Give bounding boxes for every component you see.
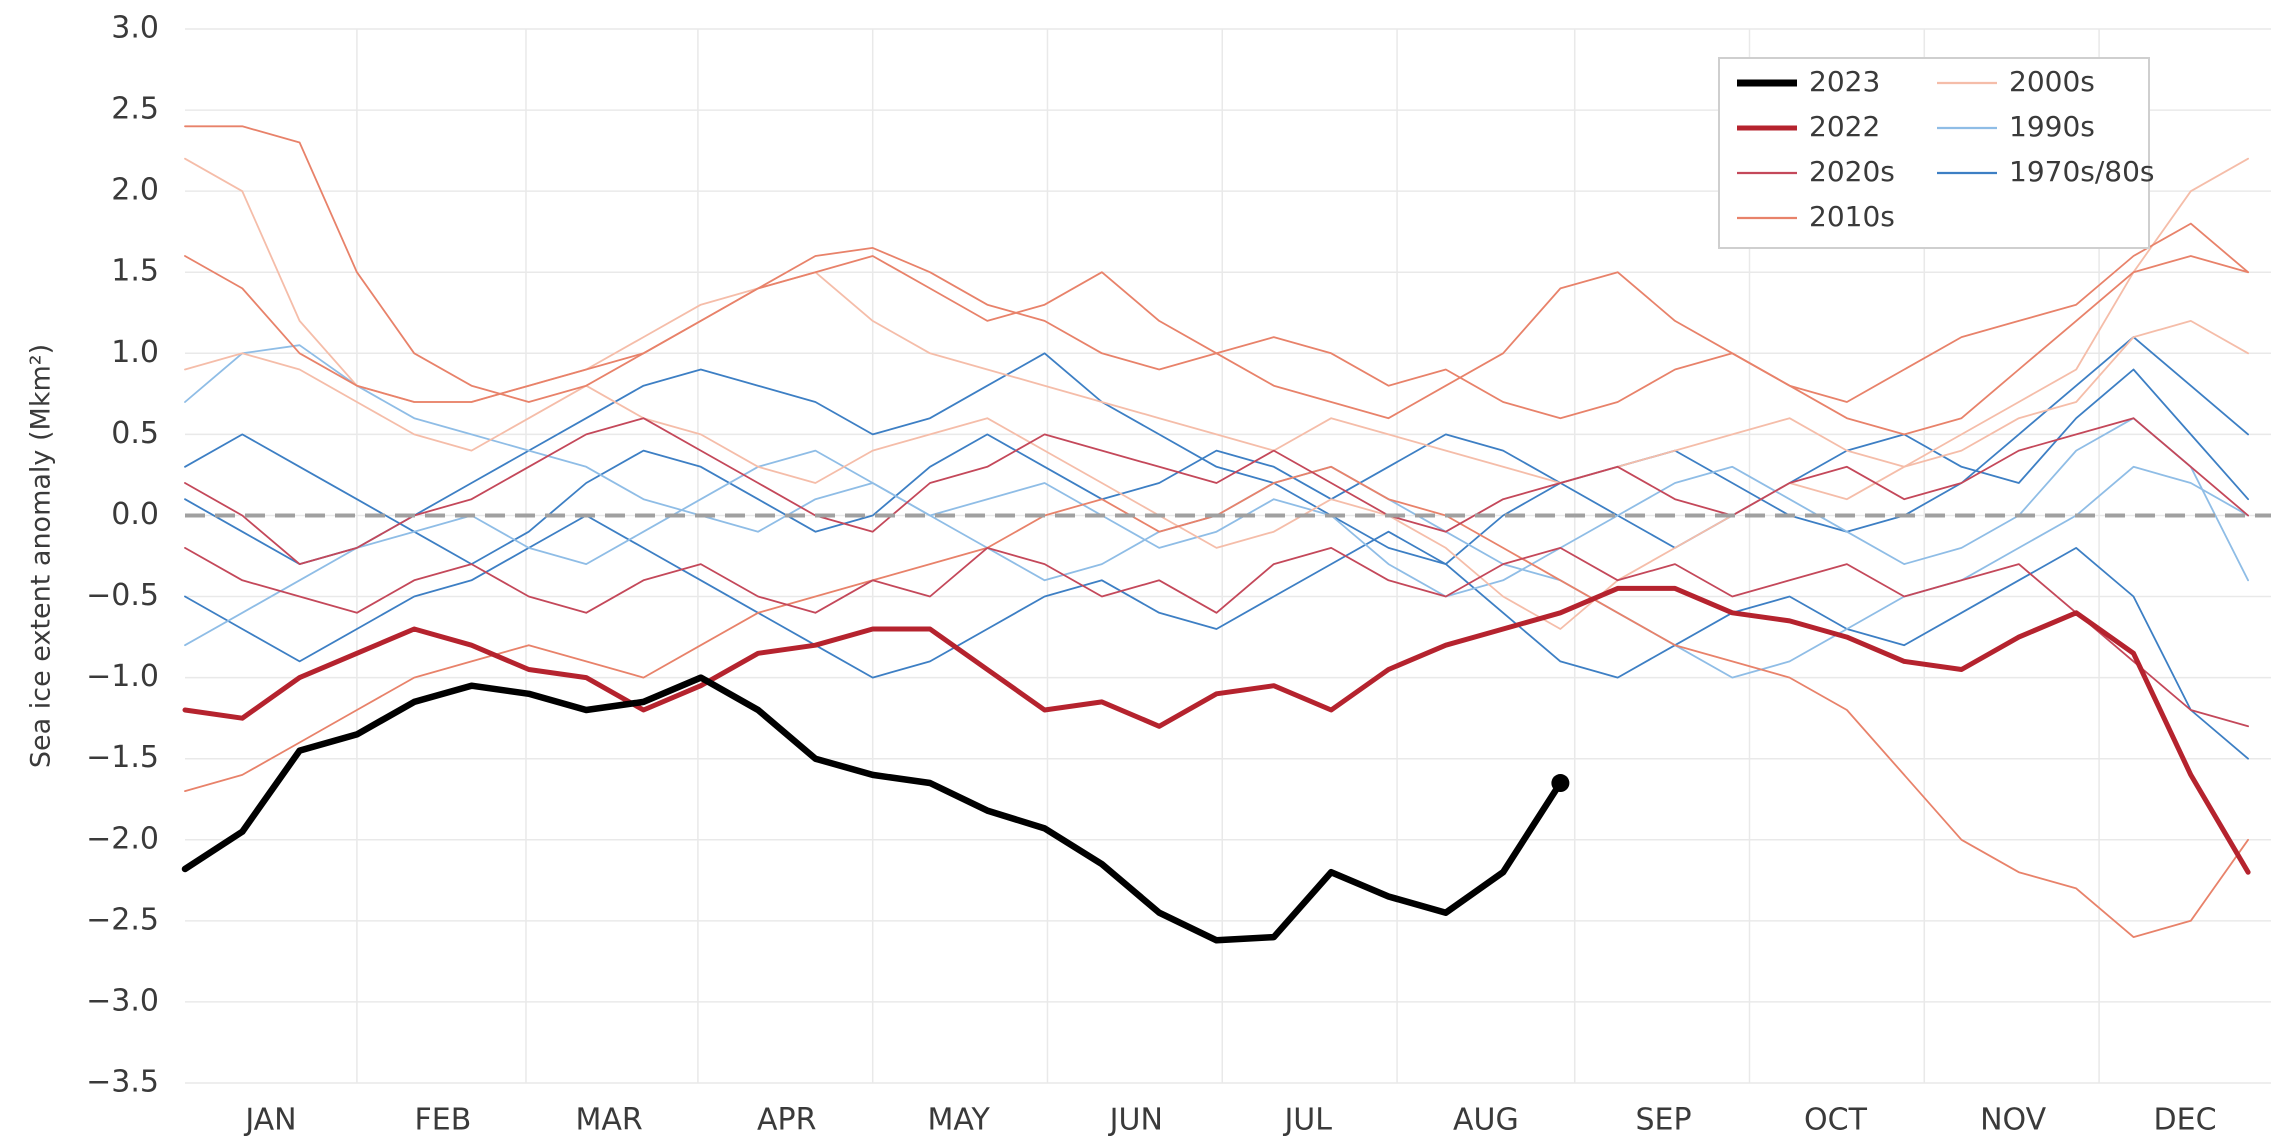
year-line xyxy=(181,674,1564,944)
x-tick-label: AUG xyxy=(1453,1103,1519,1138)
x-tick-label: JUN xyxy=(1108,1103,1163,1138)
y-tick-label: 1.0 xyxy=(111,335,159,370)
y-tick-label: −0.5 xyxy=(86,578,159,613)
legend: 2023 2022 2020s 2010s 2000s 1990s 1970s/80s xyxy=(1718,57,2155,249)
legend-label: 2010s xyxy=(1809,200,1895,233)
legend-label: 2000s xyxy=(2009,65,2095,98)
decade-line xyxy=(184,319,2250,630)
y-tick-label: 0.0 xyxy=(111,497,159,532)
y-tick-label: 2.5 xyxy=(111,92,159,127)
decade-line xyxy=(184,417,2250,647)
decade-line xyxy=(184,255,2250,436)
legend-label: 2020s xyxy=(1809,155,1895,188)
y-tick-label: 0.5 xyxy=(111,416,159,451)
y-tick-label: −2.5 xyxy=(86,902,159,937)
x-tick-label: OCT xyxy=(1804,1103,1868,1138)
y-tick-label: 3.0 xyxy=(111,11,159,46)
x-tick-label: JAN xyxy=(243,1103,296,1138)
legend-box xyxy=(1718,57,2150,249)
y-tick-label: −1.0 xyxy=(86,659,159,694)
legend-label: 2023 xyxy=(1809,65,1880,98)
x-tick-label: MAR xyxy=(575,1103,642,1138)
x-tick-label: NOV xyxy=(1980,1103,2047,1138)
legend-label: 2022 xyxy=(1809,110,1880,143)
y-tick-label: −3.0 xyxy=(86,983,159,1018)
x-tick-label: MAY xyxy=(927,1103,990,1138)
x-tick-label: DEC xyxy=(2154,1103,2217,1138)
y-tick-label: −3.5 xyxy=(86,1065,159,1100)
decade-line xyxy=(184,417,2250,565)
x-tick-label: APR xyxy=(757,1103,816,1138)
x-tick-label: JUL xyxy=(1282,1103,1332,1138)
y-axis-label: Sea ice extent anomaly (Mkm²) xyxy=(26,344,57,768)
legend-label: 1990s xyxy=(2009,110,2095,143)
decade-line xyxy=(184,465,2250,938)
decade-line xyxy=(184,547,2250,728)
x-tick-label: SEP xyxy=(1635,1103,1691,1138)
y-tick-label: −1.5 xyxy=(86,740,159,775)
y-tick-label: −2.0 xyxy=(86,821,159,856)
year-line xyxy=(182,585,2251,875)
y-tick-label: 1.5 xyxy=(111,254,159,289)
end-marker xyxy=(1551,774,1570,793)
x-tick-label: FEB xyxy=(414,1103,471,1138)
y-tick-label: 2.0 xyxy=(111,173,159,208)
legend-label: 1970s/80s xyxy=(2009,155,2155,188)
